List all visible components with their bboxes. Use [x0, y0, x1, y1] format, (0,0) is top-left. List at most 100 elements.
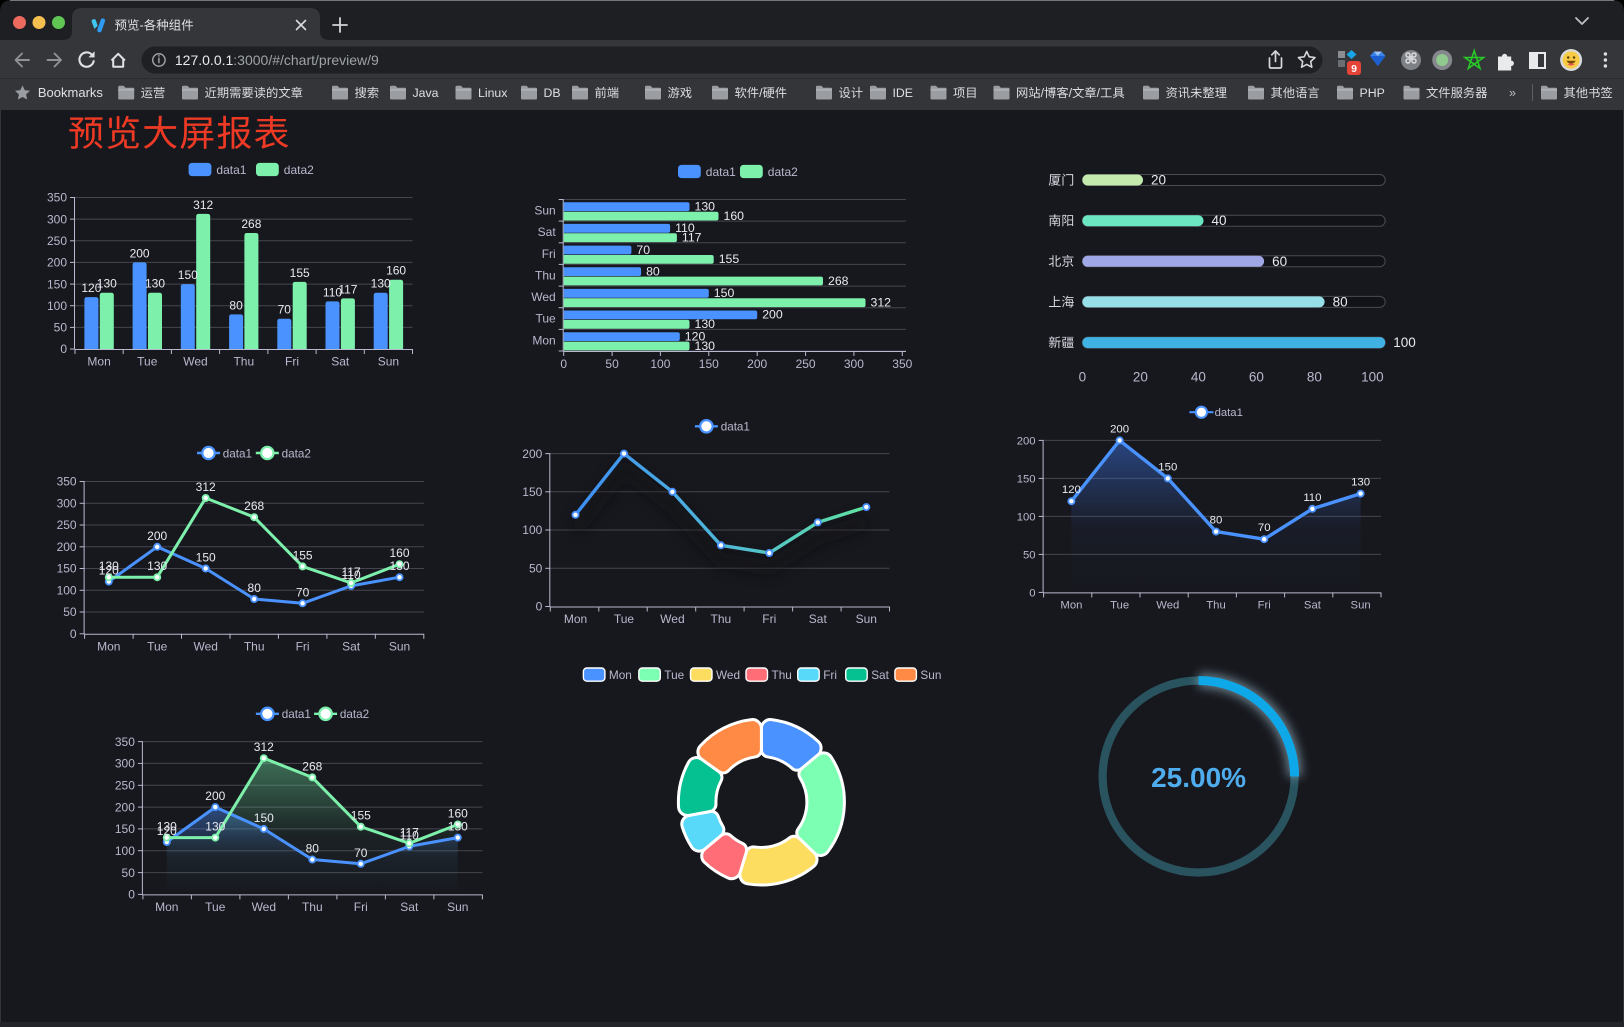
- svg-text:data1: data1: [706, 165, 736, 179]
- svg-text:155: 155: [351, 809, 371, 823]
- svg-text:130: 130: [389, 559, 409, 573]
- svg-text:160: 160: [448, 807, 468, 821]
- svg-text:130: 130: [695, 200, 716, 214]
- svg-text:Tue: Tue: [137, 355, 158, 369]
- svg-text:312: 312: [196, 480, 216, 494]
- svg-text:110: 110: [400, 828, 419, 842]
- svg-text:Fri: Fri: [542, 247, 556, 261]
- svg-text:Fri: Fri: [1258, 599, 1271, 611]
- svg-text:/: /: [759, 86, 763, 100]
- svg-text:Sat: Sat: [538, 225, 557, 239]
- svg-text:130: 130: [205, 820, 225, 834]
- svg-text:Wed: Wed: [193, 639, 217, 653]
- svg-text:130: 130: [145, 277, 165, 291]
- svg-text:70: 70: [636, 243, 650, 257]
- svg-text:Mon: Mon: [155, 900, 178, 914]
- svg-text:Sun: Sun: [378, 355, 399, 369]
- svg-text:70: 70: [278, 303, 292, 317]
- svg-text:60: 60: [1249, 370, 1264, 385]
- svg-text:0: 0: [560, 357, 567, 371]
- svg-text:50: 50: [63, 605, 77, 619]
- svg-text:250: 250: [796, 357, 816, 371]
- svg-text:130: 130: [695, 317, 716, 331]
- svg-text:20: 20: [1151, 173, 1166, 188]
- svg-text:150: 150: [522, 485, 542, 499]
- svg-text:»: »: [1509, 86, 1516, 100]
- svg-text:Fri: Fri: [823, 668, 837, 682]
- svg-text:312: 312: [871, 296, 892, 310]
- svg-text:100: 100: [1017, 511, 1036, 523]
- svg-text:130: 130: [99, 559, 119, 573]
- svg-text:312: 312: [193, 198, 213, 212]
- svg-text:80: 80: [1307, 370, 1322, 385]
- svg-text:110: 110: [675, 221, 695, 235]
- svg-text:160: 160: [389, 546, 409, 560]
- svg-text:50: 50: [122, 866, 136, 880]
- svg-text:150: 150: [1017, 473, 1036, 485]
- svg-text:0: 0: [70, 627, 77, 641]
- svg-text:Mon: Mon: [1060, 599, 1082, 611]
- svg-text:117: 117: [338, 282, 357, 296]
- svg-text:120: 120: [157, 824, 177, 838]
- svg-text:DB: DB: [544, 86, 561, 100]
- svg-text:268: 268: [241, 217, 261, 231]
- svg-text:160: 160: [386, 264, 406, 278]
- svg-text:Sat: Sat: [1304, 599, 1322, 611]
- svg-text:100: 100: [47, 299, 67, 313]
- svg-text:200: 200: [115, 800, 135, 814]
- svg-text:Sat: Sat: [809, 612, 828, 626]
- svg-text:Mon: Mon: [532, 333, 555, 347]
- svg-text:268: 268: [828, 274, 849, 288]
- svg-text:Wed: Wed: [716, 668, 740, 682]
- svg-text:150: 150: [714, 286, 735, 300]
- svg-text:110: 110: [1303, 492, 1321, 504]
- svg-text:Fri: Fri: [762, 612, 776, 626]
- svg-text:117: 117: [682, 231, 702, 245]
- svg-text:Sun: Sun: [1351, 599, 1371, 611]
- svg-text:300: 300: [57, 497, 77, 511]
- svg-text:Tue: Tue: [205, 900, 226, 914]
- svg-text:70: 70: [354, 846, 368, 860]
- svg-text:25.00%: 25.00%: [1151, 762, 1246, 793]
- svg-text:Thu: Thu: [772, 668, 792, 682]
- svg-text:IDE: IDE: [893, 86, 914, 100]
- svg-text:268: 268: [302, 759, 322, 773]
- svg-text:250: 250: [47, 234, 67, 248]
- svg-text:300: 300: [115, 757, 135, 771]
- svg-text:150: 150: [115, 822, 135, 836]
- svg-text:Sun: Sun: [856, 612, 877, 626]
- svg-text:120: 120: [81, 281, 101, 295]
- svg-text::3000/#/chart/preview/9: :3000/#/chart/preview/9: [233, 52, 379, 68]
- svg-text:150: 150: [196, 551, 216, 565]
- svg-text:Sat: Sat: [871, 668, 889, 682]
- svg-text:127.0.0.1: 127.0.0.1: [175, 52, 234, 68]
- svg-text:50: 50: [54, 321, 68, 335]
- svg-text:130: 130: [97, 277, 117, 291]
- svg-text:0: 0: [128, 888, 135, 902]
- svg-text:100: 100: [650, 357, 670, 371]
- svg-text:/: /: [1069, 86, 1073, 100]
- svg-text:130: 130: [695, 339, 716, 353]
- svg-text:50: 50: [605, 357, 619, 371]
- svg-text:250: 250: [115, 779, 135, 793]
- svg-text:80: 80: [229, 298, 243, 312]
- svg-text:Bookmarks: Bookmarks: [38, 85, 104, 100]
- svg-text:150: 150: [1158, 461, 1177, 473]
- svg-text:155: 155: [293, 548, 313, 562]
- svg-text:130: 130: [157, 820, 177, 834]
- svg-text:data1: data1: [282, 708, 311, 721]
- svg-text:Sat: Sat: [331, 355, 350, 369]
- svg-text:100: 100: [522, 523, 542, 537]
- svg-text:70: 70: [1258, 522, 1271, 534]
- svg-text:data1: data1: [1215, 407, 1243, 419]
- svg-text:data1: data1: [223, 447, 252, 460]
- svg-text:Tue: Tue: [535, 312, 556, 326]
- svg-text:150: 150: [254, 811, 274, 825]
- svg-text:350: 350: [47, 191, 67, 205]
- svg-text:Thu: Thu: [1206, 599, 1225, 611]
- svg-text:20: 20: [1133, 370, 1148, 385]
- svg-text:PHP: PHP: [1360, 86, 1385, 100]
- svg-text:/: /: [1041, 86, 1045, 100]
- svg-text:200: 200: [747, 357, 767, 371]
- svg-text:Linux: Linux: [478, 86, 508, 100]
